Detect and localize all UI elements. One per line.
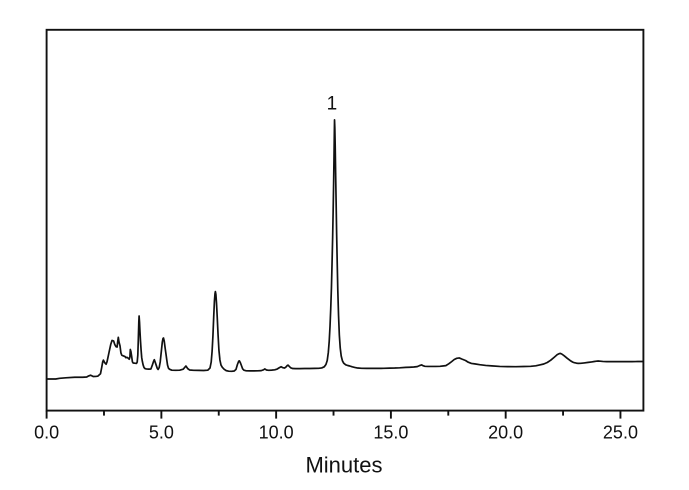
- plot-border: [45, 28, 645, 412]
- x-axis-ticks-group: [45, 410, 622, 419]
- x-axis-title: Minutes: [305, 453, 382, 478]
- plot-border-group: [45, 28, 645, 412]
- peak-label: 1: [327, 94, 338, 115]
- trace-path: [45, 119, 644, 380]
- peak-annotations-group: 1: [327, 94, 338, 115]
- x-axis-tick-label: 5.0: [149, 423, 174, 443]
- x-axis-tick-label: 10.0: [259, 423, 294, 443]
- trace-group: [45, 119, 644, 380]
- x-axis-tick-labels-group: 0.0 5.0 10.0 15.0 20.0 25.0: [34, 423, 638, 443]
- x-axis-tick-label: 25.0: [603, 423, 638, 443]
- x-axis-tick-label: 20.0: [488, 423, 523, 443]
- x-axis-tick-label: 15.0: [373, 423, 408, 443]
- x-axis-tick-label: 0.0: [34, 423, 59, 443]
